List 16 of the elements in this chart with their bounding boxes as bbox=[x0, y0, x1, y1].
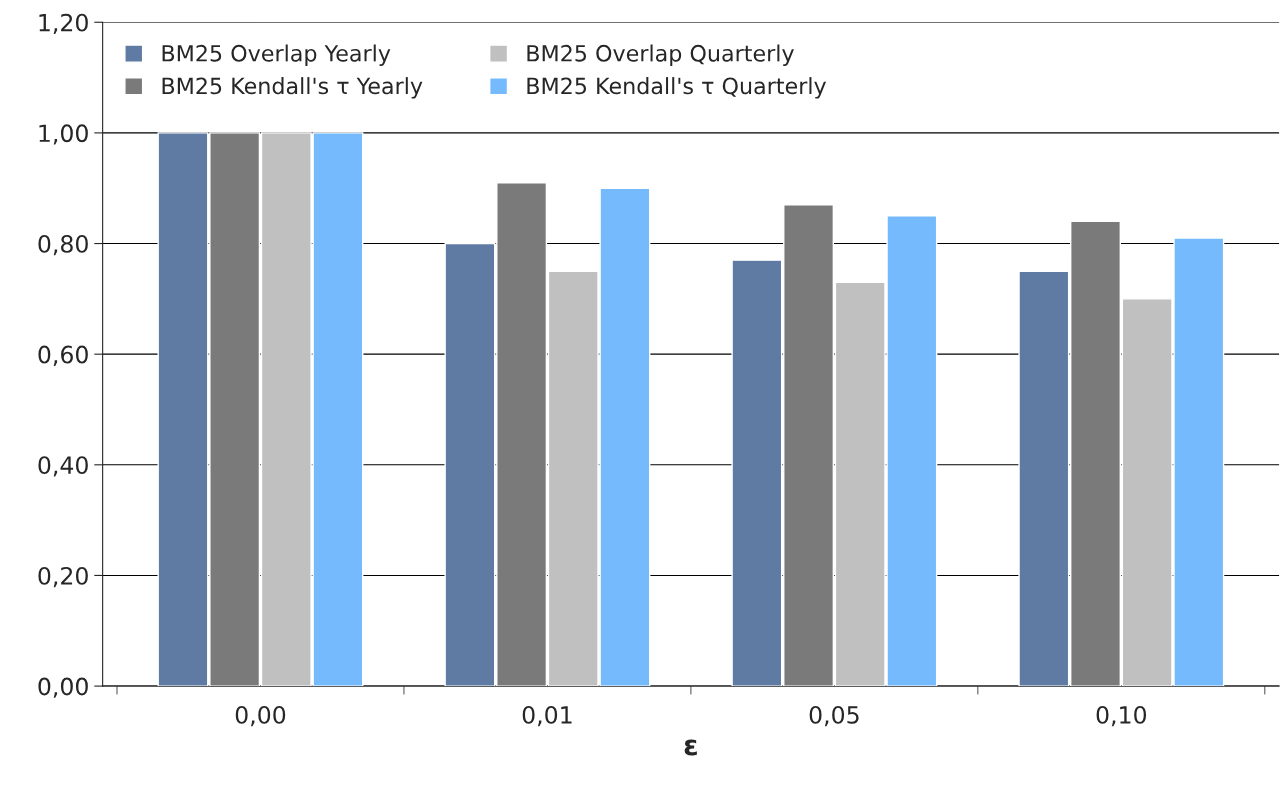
legend-label: BM25 Overlap Yearly bbox=[162, 44, 391, 66]
legend-label: BM25 Overlap Quarterly bbox=[527, 44, 794, 66]
y-tick-label: 0,80 bbox=[38, 234, 88, 256]
y-tick-label: 0,60 bbox=[38, 345, 88, 366]
y-tick-label: 0,20 bbox=[38, 566, 88, 588]
x-axis-title: ε bbox=[684, 739, 697, 756]
legend-label: BM25 Kendall's τ Yearly bbox=[162, 77, 423, 99]
x-tick-label: 0,05 bbox=[809, 705, 859, 727]
x-tick-label: 0,00 bbox=[235, 705, 286, 727]
x-tick-label: 0,01 bbox=[522, 705, 572, 727]
y-tick-label: 1,00 bbox=[39, 124, 88, 145]
x-tick-label: 0,10 bbox=[1096, 705, 1147, 727]
y-tick-label: 0,00 bbox=[38, 677, 88, 698]
legend-label: BM25 Kendall's τ Quarterly bbox=[527, 77, 827, 99]
y-tick-label: 1,20 bbox=[39, 13, 88, 34]
y-tick-label: 0,40 bbox=[38, 456, 88, 477]
